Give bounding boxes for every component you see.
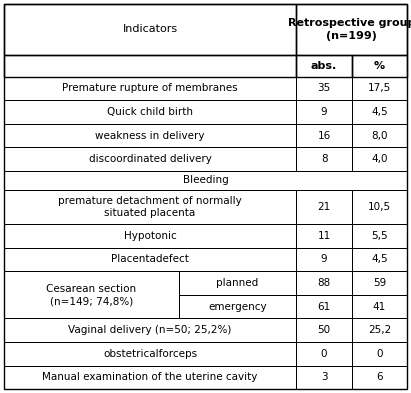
Bar xyxy=(352,147,407,171)
Bar xyxy=(4,147,296,171)
Bar xyxy=(296,100,352,124)
Text: 25,2: 25,2 xyxy=(368,325,391,335)
Text: weakness in delivery: weakness in delivery xyxy=(95,130,205,141)
Text: Cesarean section
(n=149; 74,8%): Cesarean section (n=149; 74,8%) xyxy=(46,284,136,306)
Bar xyxy=(296,55,352,77)
Bar xyxy=(352,100,407,124)
Text: Placentadefect: Placentadefect xyxy=(111,255,189,264)
Text: 16: 16 xyxy=(317,130,331,141)
Text: 35: 35 xyxy=(317,83,331,94)
Bar xyxy=(296,248,352,271)
Bar xyxy=(4,190,296,224)
Text: Hypotonic: Hypotonic xyxy=(124,231,176,241)
Text: 9: 9 xyxy=(321,107,328,117)
Bar xyxy=(4,271,179,318)
Text: Quick child birth: Quick child birth xyxy=(107,107,193,117)
Text: 9: 9 xyxy=(321,255,328,264)
Bar xyxy=(296,318,352,342)
Text: 4,5: 4,5 xyxy=(371,255,388,264)
Bar xyxy=(4,342,296,365)
Bar xyxy=(352,342,407,365)
Text: 3: 3 xyxy=(321,372,328,382)
Text: 0: 0 xyxy=(376,349,383,359)
Bar xyxy=(296,271,352,295)
Bar xyxy=(4,171,407,190)
Bar xyxy=(352,55,407,77)
Text: 41: 41 xyxy=(373,301,386,312)
Text: abs.: abs. xyxy=(311,61,337,71)
Text: Manual examination of the uterine cavity: Manual examination of the uterine cavity xyxy=(42,372,258,382)
Bar xyxy=(4,100,296,124)
Text: Bleeding: Bleeding xyxy=(182,175,229,185)
Bar xyxy=(4,224,296,248)
Text: 59: 59 xyxy=(373,278,386,288)
Text: Retrospective group
(n=199): Retrospective group (n=199) xyxy=(288,18,411,40)
Bar xyxy=(296,342,352,365)
Text: Vaginal delivery (n=50; 25,2%): Vaginal delivery (n=50; 25,2%) xyxy=(68,325,232,335)
Text: 50: 50 xyxy=(318,325,330,335)
Bar xyxy=(352,77,407,100)
Text: discoordinated delivery: discoordinated delivery xyxy=(89,154,211,164)
Bar xyxy=(296,365,352,389)
Bar xyxy=(352,365,407,389)
Text: 17,5: 17,5 xyxy=(368,83,391,94)
Bar xyxy=(4,248,296,271)
Bar xyxy=(352,248,407,271)
Text: 88: 88 xyxy=(317,278,331,288)
Text: planned: planned xyxy=(216,278,259,288)
Text: Indicators: Indicators xyxy=(122,24,178,35)
Text: 10,5: 10,5 xyxy=(368,202,391,212)
Bar xyxy=(352,224,407,248)
Bar xyxy=(4,124,296,147)
Text: 11: 11 xyxy=(317,231,331,241)
Bar xyxy=(352,318,407,342)
Bar xyxy=(296,190,352,224)
Text: obstetricalforceps: obstetricalforceps xyxy=(103,349,197,359)
Bar xyxy=(352,190,407,224)
Text: 0: 0 xyxy=(321,349,327,359)
Text: premature detachment of normally
situated placenta: premature detachment of normally situate… xyxy=(58,196,242,218)
Bar xyxy=(4,318,296,342)
Bar xyxy=(296,124,352,147)
Text: 21: 21 xyxy=(317,202,331,212)
Bar xyxy=(296,4,407,55)
Bar xyxy=(296,77,352,100)
Text: Premature rupture of membranes: Premature rupture of membranes xyxy=(62,83,238,94)
Text: 4,5: 4,5 xyxy=(371,107,388,117)
Bar xyxy=(352,271,407,295)
Bar xyxy=(352,295,407,318)
Bar xyxy=(4,55,296,77)
Text: 61: 61 xyxy=(317,301,331,312)
Text: 4,0: 4,0 xyxy=(371,154,388,164)
Bar xyxy=(179,295,296,318)
Text: 6: 6 xyxy=(376,372,383,382)
Bar xyxy=(4,4,296,55)
Bar xyxy=(352,124,407,147)
Bar xyxy=(4,365,296,389)
Bar xyxy=(296,224,352,248)
Text: emergency: emergency xyxy=(208,301,267,312)
Text: %: % xyxy=(374,61,385,71)
Bar xyxy=(296,147,352,171)
Bar xyxy=(179,271,296,295)
Text: 5,5: 5,5 xyxy=(371,231,388,241)
Bar xyxy=(296,295,352,318)
Text: 8: 8 xyxy=(321,154,328,164)
Bar xyxy=(4,77,296,100)
Text: 8,0: 8,0 xyxy=(371,130,388,141)
